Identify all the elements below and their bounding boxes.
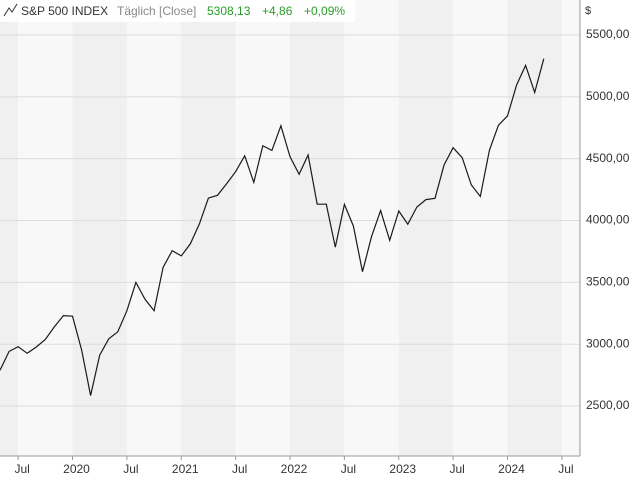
band [235, 0, 290, 456]
price-line [0, 58, 545, 396]
x-tick-label: Jul [14, 462, 29, 476]
band [344, 0, 399, 456]
x-tick-label: 2024 [498, 462, 525, 476]
band [453, 0, 508, 456]
x-tick-label: Jul [123, 462, 138, 476]
x-tick-label: 2023 [389, 462, 416, 476]
y-tick-label: 5500,00 [586, 27, 630, 41]
x-tick-label: Jul [341, 462, 356, 476]
x-tick-label: Jul [232, 462, 247, 476]
band [18, 0, 73, 456]
y-tick-label: 5000,00 [586, 89, 630, 103]
y-tick-label: 2500,00 [586, 398, 630, 412]
y-tick-label: 3500,00 [586, 275, 630, 289]
line-icon [3, 3, 18, 17]
x-tick-label: 2021 [172, 462, 199, 476]
last-value: 5308,13 [207, 4, 251, 18]
series [0, 58, 545, 396]
subtitle: Täglich [Close] [117, 4, 196, 18]
chart-title: S&P 500 INDEX [21, 4, 108, 18]
change: +4,86 [262, 4, 293, 18]
band [181, 0, 236, 456]
y-tick-label: 3000,00 [586, 336, 630, 350]
header-box [0, 0, 355, 22]
band [126, 0, 182, 456]
grid [0, 34, 580, 407]
band [398, 0, 454, 456]
x-tick-label: 2022 [281, 462, 308, 476]
band [561, 0, 580, 456]
band [0, 0, 19, 456]
x-tick-label: 2020 [63, 462, 90, 476]
x-tick-label: Jul [449, 462, 464, 476]
y-unit: $ [585, 5, 591, 17]
plot-background [0, 0, 580, 456]
change-pct: +0,09% [304, 4, 345, 18]
y-tick-label: 4000,00 [586, 213, 630, 227]
band [507, 0, 562, 456]
x-tick-label: Jul [558, 462, 573, 476]
band [290, 0, 345, 456]
y-tick-label: 4500,00 [586, 151, 630, 165]
band [72, 0, 127, 456]
